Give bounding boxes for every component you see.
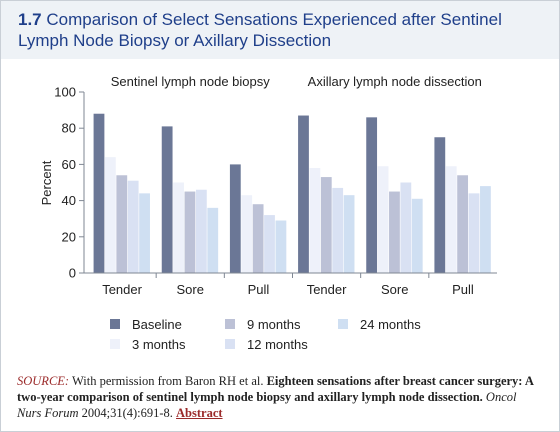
bar bbox=[298, 115, 309, 273]
y-axis-label: Percent bbox=[39, 160, 54, 205]
legend-label: 9 months bbox=[247, 317, 301, 332]
bar bbox=[252, 204, 264, 273]
source-text: With permission from Baron RH et al. bbox=[71, 374, 264, 388]
bar bbox=[184, 191, 196, 273]
bar bbox=[139, 193, 150, 273]
y-tick-label: 60 bbox=[62, 157, 76, 172]
figure-title-text: Comparison of Select Sensations Experien… bbox=[18, 10, 502, 50]
bar bbox=[434, 137, 446, 273]
bar bbox=[320, 177, 332, 273]
panel-label: Sentinel lymph node biopsy bbox=[111, 74, 270, 89]
legend-swatch bbox=[110, 339, 120, 349]
y-tick-label: 80 bbox=[62, 121, 76, 136]
source-article-title: Eighteen sensations after breast cancer … bbox=[17, 374, 534, 404]
figure-title: 1.7 Comparison of Select Sensations Expe… bbox=[18, 9, 538, 51]
bar bbox=[241, 195, 253, 273]
bar bbox=[457, 175, 469, 273]
legend-swatch bbox=[338, 319, 348, 329]
bar bbox=[93, 113, 105, 273]
x-tick-label: Tender bbox=[307, 282, 347, 297]
legend-swatch bbox=[110, 319, 120, 329]
legend-label: 3 months bbox=[132, 337, 186, 352]
panel-label: Axillary lymph node dissection bbox=[308, 74, 482, 89]
bar bbox=[173, 182, 184, 273]
figure-number: 1.7 bbox=[18, 10, 42, 29]
bar bbox=[445, 166, 457, 273]
legend-label: 24 months bbox=[360, 317, 421, 332]
title-band bbox=[1, 1, 559, 59]
bar bbox=[127, 180, 139, 273]
bar bbox=[411, 198, 423, 273]
y-tick-label: 100 bbox=[54, 85, 76, 100]
bar bbox=[229, 164, 241, 273]
source-label: SOURCE: bbox=[17, 374, 70, 388]
bar bbox=[275, 220, 287, 273]
bar bbox=[264, 215, 275, 273]
bar bbox=[207, 207, 219, 273]
bar bbox=[116, 175, 128, 273]
y-tick-label: 0 bbox=[69, 266, 76, 281]
bar bbox=[104, 157, 116, 273]
bar bbox=[195, 189, 207, 273]
x-tick-label: Sore bbox=[177, 282, 204, 297]
bar bbox=[366, 117, 378, 273]
abstract-link[interactable]: Abstract bbox=[176, 406, 223, 420]
bar bbox=[400, 182, 412, 273]
legend-label: 12 months bbox=[247, 337, 308, 352]
bar bbox=[377, 166, 389, 273]
legend-swatch bbox=[225, 339, 235, 349]
x-tick-label: Pull bbox=[248, 282, 270, 297]
source-journal: Oncol Nurs Forum bbox=[17, 390, 517, 420]
bar bbox=[309, 168, 321, 273]
bar bbox=[480, 186, 491, 273]
bar bbox=[161, 126, 173, 273]
x-tick-label: Tender bbox=[102, 282, 142, 297]
legend-label: Baseline bbox=[132, 317, 182, 332]
bar bbox=[343, 195, 355, 273]
x-tick-label: Sore bbox=[381, 282, 408, 297]
chart: 0 20 40 60 80 100 Percent Sentinel lymph node b… bbox=[39, 74, 497, 352]
bar bbox=[332, 187, 344, 273]
source-citation: 2004;31(4):691-8. bbox=[81, 406, 173, 420]
y-tick-label: 40 bbox=[62, 193, 76, 208]
x-tick-label: Pull bbox=[452, 282, 474, 297]
bar bbox=[468, 193, 480, 273]
legend-swatch bbox=[225, 319, 235, 329]
source-note: SOURCE: With permission from Baron RH et… bbox=[17, 373, 543, 421]
y-tick-label: 20 bbox=[62, 229, 76, 244]
bar bbox=[389, 191, 400, 273]
